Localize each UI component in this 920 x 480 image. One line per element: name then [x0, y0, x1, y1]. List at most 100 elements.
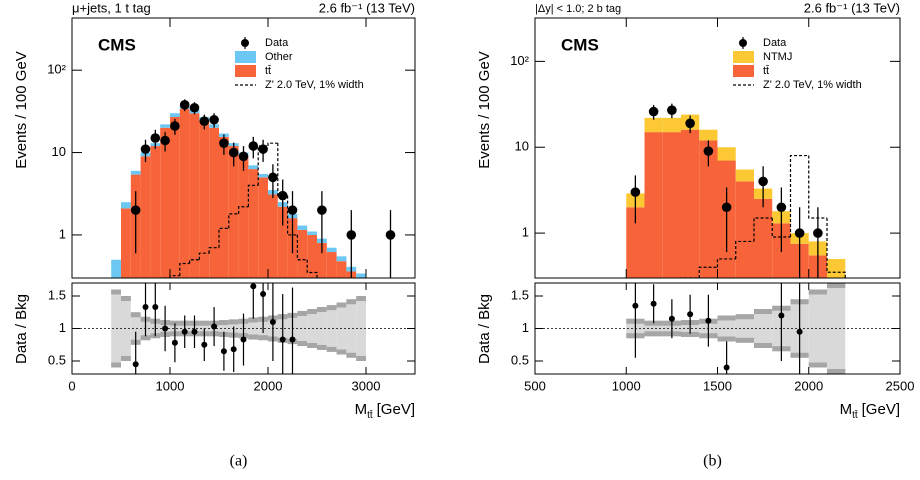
x-tick-label: 0: [68, 378, 75, 393]
signal-step: [296, 234, 308, 261]
x-axis-subscript: tt̄: [852, 408, 858, 420]
legend-label: tt̄: [265, 65, 271, 77]
ratio-uncertainty-edge: [754, 309, 773, 314]
ratio-point: [220, 348, 227, 355]
experiment-label: CMS: [98, 35, 136, 54]
legend-label: Z' 2.0 TeV, 1% width: [763, 79, 862, 91]
data-point: [179, 99, 190, 110]
histogram-bar: [297, 229, 308, 278]
y-axis-label: Events / 100 GeV: [13, 51, 30, 169]
data-point: [160, 135, 170, 146]
ratio-uncertainty-edge: [111, 289, 121, 295]
ratio-uncertainty-edge: [827, 369, 846, 374]
ratio-point: [230, 346, 237, 353]
signal-step: [698, 266, 718, 278]
histogram-bar: [130, 170, 141, 175]
legend-label: Z' 2.0 TeV, 1% width: [265, 79, 364, 91]
ratio-uncertainty-edge: [248, 334, 259, 340]
ratio-uncertainty-edge: [170, 320, 180, 326]
y-axis-label: Events / 100 GeV: [476, 51, 493, 169]
ratio-point: [260, 291, 267, 298]
ratio-uncertainty-edge: [336, 302, 347, 308]
ratio-uncertainty-edge: [297, 341, 308, 347]
histogram-bar: [317, 242, 327, 278]
ratio-point: [142, 304, 149, 311]
ratio-uncertainty-edge: [644, 331, 663, 337]
ratio-point: [796, 328, 803, 335]
signal-step: [267, 142, 278, 147]
data-point: [140, 144, 151, 154]
ratio-uncertainty-edge: [130, 312, 141, 318]
data-point: [648, 106, 659, 117]
histogram-bar: [160, 127, 170, 278]
x-axis-symbol: M: [355, 401, 368, 418]
signal-step: [306, 259, 318, 278]
x-axis-label: Mtt̄ [GeV]: [355, 401, 415, 421]
experiment-label: CMS: [561, 35, 599, 54]
y-tick-label: 1: [59, 226, 66, 241]
data-point: [794, 228, 805, 238]
legend-label: Data: [763, 37, 787, 49]
histogram-bar: [735, 169, 754, 182]
ratio-point: [132, 361, 139, 368]
data-point: [170, 121, 180, 131]
ratio-plot: [72, 283, 415, 374]
histogram-bar: [121, 208, 131, 278]
signal-step: [189, 259, 200, 264]
ratio-y-tick-label: 1: [522, 320, 529, 335]
data-point: [685, 118, 695, 129]
ratio-uncertainty-edge: [219, 320, 229, 326]
ratio-uncertainty-edge: [346, 352, 357, 358]
histogram-bar: [699, 129, 718, 141]
caption: (b): [703, 453, 722, 470]
data-point: [268, 172, 278, 183]
histogram-bar: [170, 117, 180, 278]
histogram-bar: [356, 273, 366, 278]
histogram-bar: [754, 198, 773, 278]
legend-swatch: [235, 65, 256, 77]
data-point: [238, 151, 249, 162]
x-axis-label: Mtt̄ [GeV]: [840, 401, 900, 421]
histogram-bar: [326, 247, 337, 253]
signal-step: [753, 217, 773, 242]
ratio-point: [201, 341, 208, 348]
ratio-uncertainty-edge: [307, 309, 317, 314]
ratio-uncertainty-edge: [808, 289, 827, 295]
y-tick-label: 10²: [47, 62, 66, 77]
signal-step: [771, 217, 791, 238]
x-axis-subscript: tt̄: [367, 408, 373, 420]
ratio-y-tick-label: 1.5: [48, 287, 66, 302]
ratio-point: [687, 311, 694, 318]
data-point: [277, 190, 288, 201]
ratio-point: [279, 336, 286, 343]
data-point: [721, 202, 732, 213]
histogram-bar: [827, 258, 846, 278]
x-axis-unit: [GeV]: [377, 401, 415, 418]
ratio-y-axis-label: Data / Bkg: [476, 294, 493, 364]
legend-swatch: [733, 65, 754, 77]
histogram-bar: [209, 127, 219, 278]
ratio-uncertainty: [717, 315, 736, 342]
histogram-bar: [160, 124, 170, 128]
x-tick-label: 2000: [794, 378, 823, 393]
ratio-point: [723, 364, 730, 371]
channel-label: |Δy| < 1.0; 2 b tag: [535, 3, 621, 15]
x-tick-label: 1000: [612, 378, 641, 393]
ratio-uncertainty-edge: [121, 296, 131, 301]
histogram-bar: [170, 113, 180, 118]
histogram-bar: [238, 156, 249, 278]
data-point: [703, 146, 714, 156]
data-point: [228, 147, 239, 158]
x-tick-label: 2000: [254, 378, 283, 393]
ratio-uncertainty-edge: [228, 319, 239, 325]
ratio-point: [211, 323, 218, 330]
histogram-bar: [662, 132, 681, 278]
signal-step: [826, 217, 846, 278]
data-point: [199, 116, 210, 127]
histogram-bar: [336, 261, 347, 278]
signal-step: [735, 240, 754, 259]
ratio-point: [778, 312, 785, 319]
histogram-bar: [140, 156, 151, 278]
ratio-y-tick-label: 0.5: [511, 352, 529, 367]
ratio-point: [171, 339, 178, 346]
